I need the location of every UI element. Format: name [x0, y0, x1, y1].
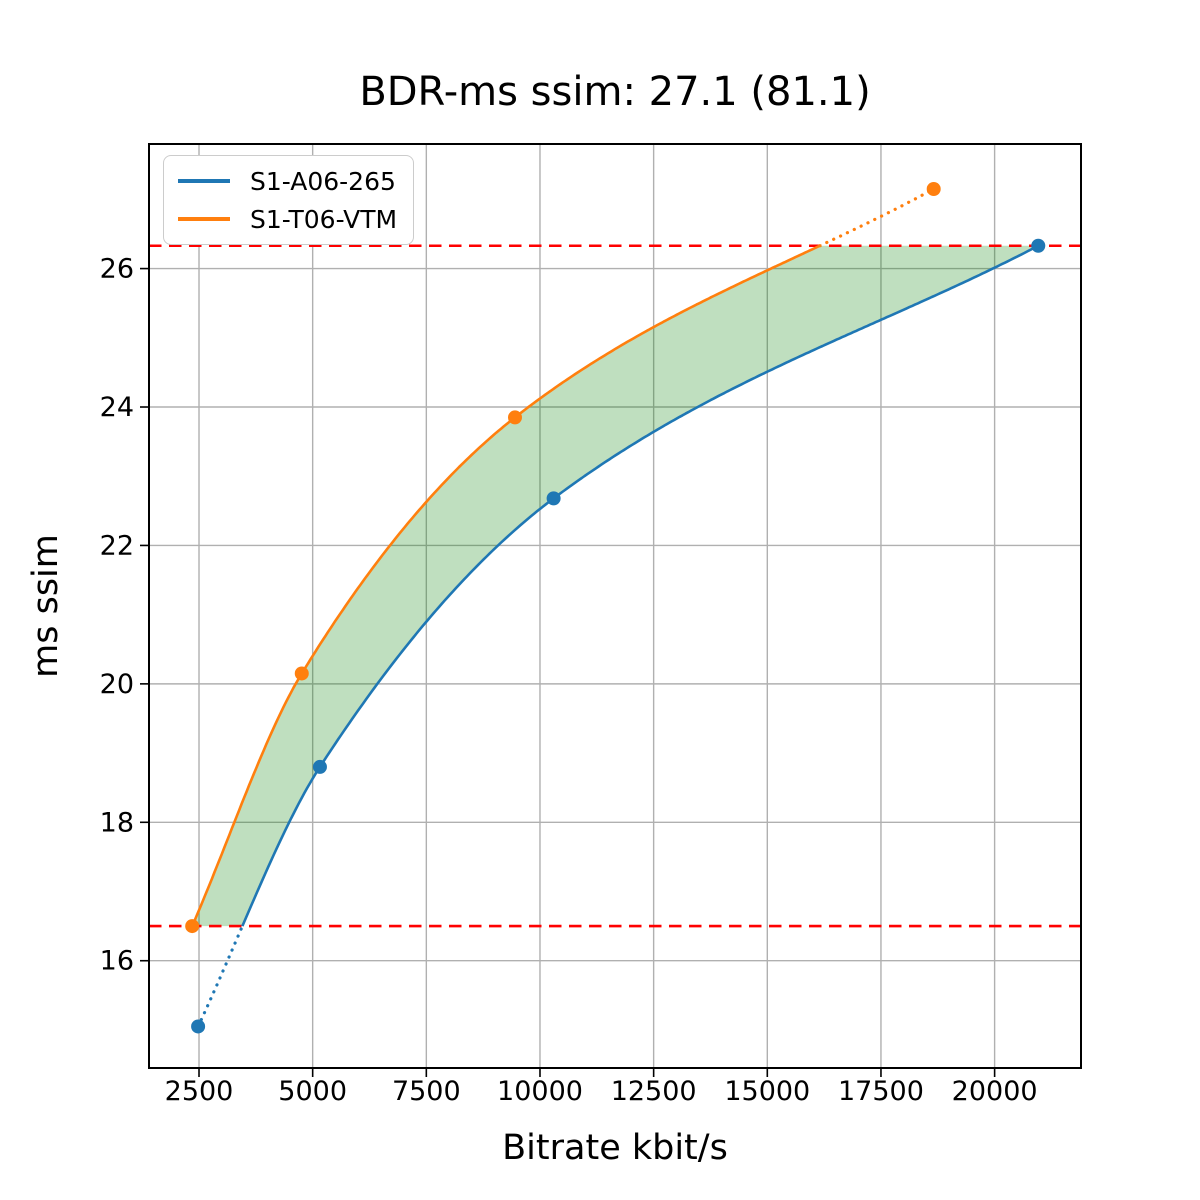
- x-tick-label: 7500: [392, 1076, 461, 1107]
- plot-border: [148, 143, 1082, 1069]
- data-point: [191, 1019, 206, 1034]
- x-tick-label: 2500: [165, 1076, 234, 1107]
- legend-line-swatch-orange: [178, 217, 230, 221]
- y-tick-label: 16: [100, 946, 134, 977]
- data-point: [507, 410, 522, 425]
- chart-title: BDR-ms ssim: 27.1 (81.1): [359, 69, 871, 115]
- data-point: [926, 181, 941, 196]
- x-tick-label: 5000: [278, 1076, 347, 1107]
- data-point: [185, 919, 200, 934]
- data-point: [312, 759, 327, 774]
- legend-item-s1-a06-265: S1-A06-265: [178, 165, 397, 197]
- y-axis-label: ms ssim: [26, 534, 66, 678]
- legend-item-s1-t06-vtm: S1-T06-VTM: [178, 203, 397, 235]
- y-tick-label: 26: [100, 254, 134, 285]
- x-tick-label: 12500: [611, 1076, 697, 1107]
- legend-label: S1-T06-VTM: [250, 204, 398, 234]
- legend-label: S1-A06-265: [250, 166, 396, 196]
- data-point: [294, 666, 309, 681]
- data-point: [1031, 238, 1046, 253]
- gridlines: [149, 144, 1081, 1068]
- y-tick-label: 18: [100, 807, 134, 838]
- x-tick-label: 15000: [724, 1076, 810, 1107]
- legend: S1-A06-265 S1-T06-VTM: [163, 155, 415, 245]
- overlap-bound-lines: [149, 244, 1081, 928]
- x-tick-label: 20000: [952, 1076, 1038, 1107]
- series-S1-A06-265: [191, 238, 1046, 1034]
- y-tick-label: 24: [100, 392, 134, 423]
- axis-ticks: 2500 5000 7500 10000 12500 15000 17500 20000 16 1…: [100, 254, 1038, 1107]
- legend-line-swatch-blue: [178, 179, 230, 183]
- bd-rate-shaded-area: [192, 245, 1039, 927]
- x-tick-label: 10000: [497, 1076, 583, 1107]
- x-tick-label: 17500: [838, 1076, 924, 1107]
- y-tick-label: 20: [100, 669, 134, 700]
- series-S1-T06-VTM: [185, 181, 941, 934]
- x-axis-label: Bitrate kbit/s: [502, 1128, 728, 1168]
- data-point: [546, 491, 561, 506]
- y-tick-label: 22: [100, 530, 134, 561]
